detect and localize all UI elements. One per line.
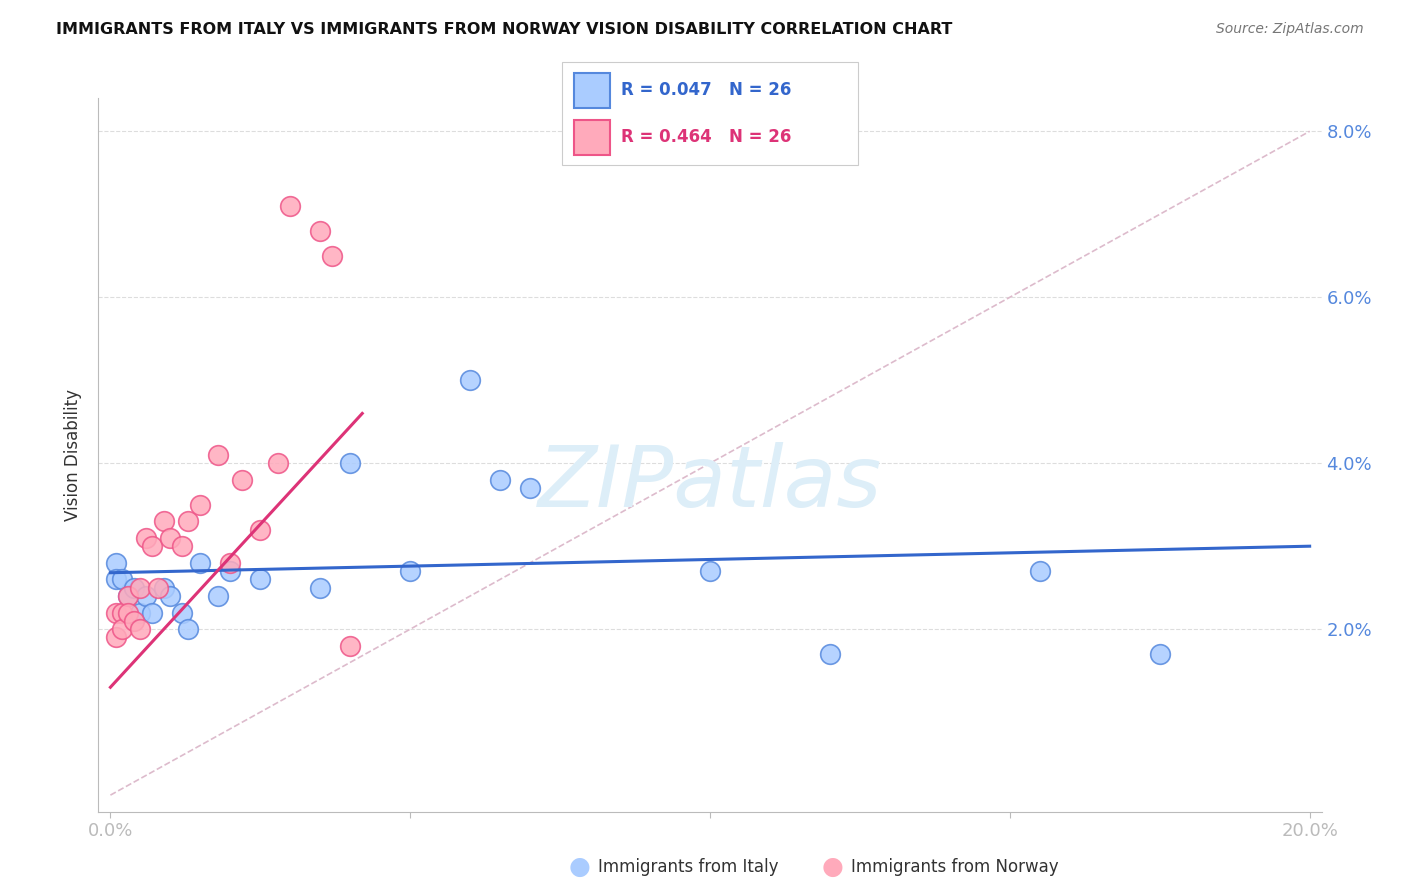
- Point: [153, 581, 176, 595]
- Text: ●: ●: [821, 855, 844, 879]
- Point: [188, 498, 211, 512]
- Point: [219, 564, 242, 578]
- Point: [159, 589, 181, 603]
- Point: [177, 514, 200, 528]
- Point: [172, 539, 194, 553]
- Point: [141, 606, 163, 620]
- Point: [105, 573, 128, 587]
- Point: [188, 556, 211, 570]
- Point: [117, 589, 139, 603]
- Point: [129, 606, 152, 620]
- Point: [111, 606, 134, 620]
- Point: [231, 473, 253, 487]
- Text: R = 0.464   N = 26: R = 0.464 N = 26: [621, 128, 792, 146]
- Point: [1149, 647, 1171, 661]
- Point: [339, 639, 361, 653]
- Point: [153, 514, 176, 528]
- Point: [177, 622, 200, 636]
- Text: R = 0.047   N = 26: R = 0.047 N = 26: [621, 81, 792, 99]
- Point: [105, 556, 128, 570]
- Point: [124, 581, 146, 595]
- Point: [124, 614, 146, 628]
- Point: [117, 606, 139, 620]
- Point: [489, 473, 512, 487]
- Text: ZIPatlas: ZIPatlas: [538, 442, 882, 525]
- FancyBboxPatch shape: [574, 120, 610, 155]
- Point: [135, 531, 157, 545]
- Point: [111, 573, 134, 587]
- Point: [172, 606, 194, 620]
- Point: [219, 556, 242, 570]
- Text: ●: ●: [568, 855, 591, 879]
- Text: Source: ZipAtlas.com: Source: ZipAtlas.com: [1216, 22, 1364, 37]
- Point: [321, 249, 343, 263]
- Point: [309, 581, 332, 595]
- Text: Immigrants from Norway: Immigrants from Norway: [851, 858, 1059, 876]
- Point: [699, 564, 721, 578]
- Y-axis label: Vision Disability: Vision Disability: [65, 389, 83, 521]
- FancyBboxPatch shape: [574, 73, 610, 108]
- Point: [129, 581, 152, 595]
- Point: [207, 448, 229, 462]
- Point: [339, 456, 361, 470]
- Point: [105, 606, 128, 620]
- Point: [249, 573, 271, 587]
- Point: [278, 199, 301, 213]
- Point: [309, 224, 332, 238]
- Text: IMMIGRANTS FROM ITALY VS IMMIGRANTS FROM NORWAY VISION DISABILITY CORRELATION CH: IMMIGRANTS FROM ITALY VS IMMIGRANTS FROM…: [56, 22, 953, 37]
- Point: [249, 523, 271, 537]
- Point: [818, 647, 841, 661]
- Point: [1029, 564, 1052, 578]
- Point: [105, 631, 128, 645]
- Point: [267, 456, 290, 470]
- FancyBboxPatch shape: [562, 62, 858, 165]
- Point: [141, 539, 163, 553]
- Point: [129, 622, 152, 636]
- Point: [111, 622, 134, 636]
- Point: [148, 581, 170, 595]
- Point: [117, 589, 139, 603]
- Point: [207, 589, 229, 603]
- Text: Immigrants from Italy: Immigrants from Italy: [598, 858, 778, 876]
- Point: [519, 481, 541, 495]
- Point: [458, 373, 481, 387]
- Point: [159, 531, 181, 545]
- Point: [399, 564, 422, 578]
- Point: [135, 589, 157, 603]
